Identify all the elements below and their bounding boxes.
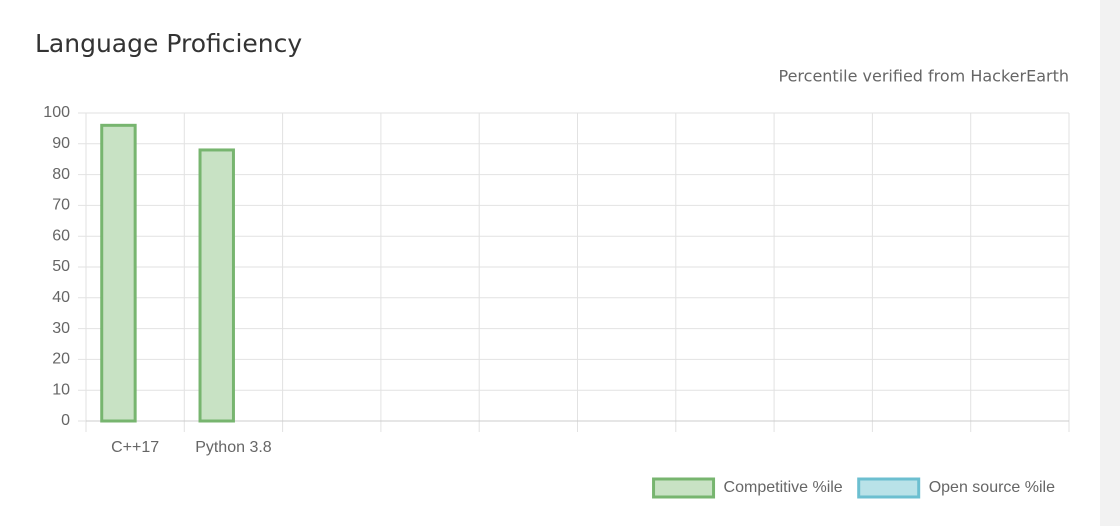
y-tick-label: 90	[52, 135, 70, 152]
bar	[100, 123, 137, 423]
x-tick-label: Python 3.8	[195, 439, 272, 456]
y-tick-label: 10	[52, 381, 70, 398]
legend-swatch	[652, 477, 716, 499]
legend-label: Open source %ile	[929, 479, 1055, 496]
y-tick-label: 40	[52, 289, 70, 306]
y-tick-label: 60	[52, 227, 70, 244]
y-tick-label: 30	[52, 320, 70, 337]
x-tick-label: C++17	[111, 439, 159, 456]
bar	[198, 148, 235, 423]
chart-subtitle: Percentile verified from HackerEarth	[779, 67, 1070, 86]
chart-title: Language Proficiency	[35, 29, 302, 58]
y-tick-label: 20	[52, 351, 70, 368]
y-tick-label: 100	[43, 104, 70, 121]
legend-swatch	[857, 477, 921, 499]
legend-label: Competitive %ile	[724, 479, 843, 496]
y-tick-label: 80	[52, 166, 70, 183]
y-tick-label: 0	[61, 412, 70, 429]
y-tick-label: 50	[52, 258, 70, 275]
y-tick-label: 70	[52, 197, 70, 214]
